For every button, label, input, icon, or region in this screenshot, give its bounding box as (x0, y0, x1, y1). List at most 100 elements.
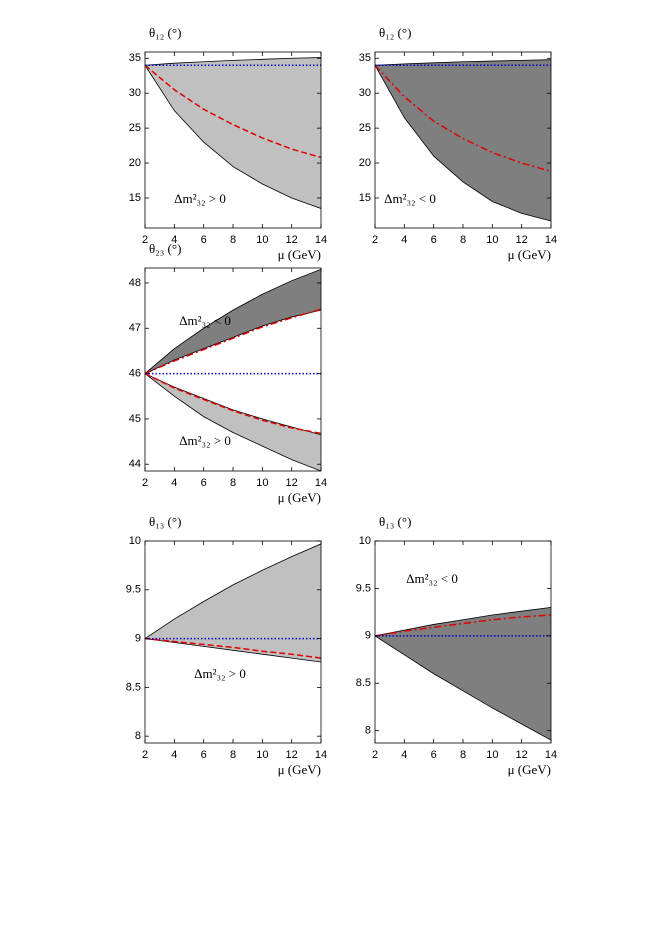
plot (375, 606, 551, 741)
x-tick-label: 14 (315, 234, 327, 246)
y-tick-label: 46 (129, 367, 141, 379)
x-tick-label: 2 (372, 234, 378, 246)
x-tick-label: 6 (201, 749, 207, 761)
annotation: Δm²₃₂ > 0 (194, 666, 246, 681)
y-tick-label: 8 (135, 730, 141, 742)
annotation: Δm²₃₂ < 0 (406, 571, 458, 586)
x-tick-label: 8 (460, 234, 466, 246)
x-tick-label: 2 (142, 477, 148, 489)
y-tick-label: 30 (129, 87, 141, 99)
x-tick-label: 6 (431, 749, 437, 761)
band-area (375, 607, 551, 741)
chart: 2 4 6 8 10 12 14 8 8.5 9 9.5 10 θ₁₃ (°) μ (GeV) Δm²₃₂ … (356, 514, 557, 777)
y-tick-label: 15 (359, 192, 371, 204)
band-edge (145, 268, 321, 374)
y-tick-label: 9 (365, 630, 371, 642)
y-tick-label: 45 (129, 413, 141, 425)
band-edge (145, 373, 321, 471)
x-tick-label: 10 (256, 477, 268, 489)
band-edge (145, 57, 321, 66)
band-edge (145, 543, 321, 639)
y-tick-label: 25 (359, 122, 371, 134)
y-tick-label: 47 (129, 322, 141, 334)
y-axis-label: θ₁₂ (°) (379, 25, 411, 40)
x-tick-label: 4 (171, 477, 177, 489)
y-axis-label: θ₁₂ (°) (149, 25, 181, 40)
x-tick-label: 2 (142, 749, 148, 761)
annotation: Δm²₃₂ < 0 (179, 313, 231, 328)
y-tick-label: 8.5 (356, 677, 371, 689)
x-tick-label: 10 (486, 234, 498, 246)
annotation: Δm²₃₂ > 0 (174, 191, 226, 206)
band-edge (145, 373, 321, 436)
curve (145, 308, 321, 375)
plot (145, 543, 321, 663)
chart: 2 4 6 8 10 12 14 8 8.5 9 9.5 10 θ₁₃ (°) μ (GeV) Δm²₃₂ … (126, 514, 327, 777)
x-tick-label: 12 (286, 477, 298, 489)
y-tick-label: 30 (359, 87, 371, 99)
plot (145, 268, 321, 471)
x-tick-label: 8 (460, 749, 466, 761)
chart: 2 4 6 8 10 12 14 15 20 25 30 35 θ₁₂ (°) μ (GeV) Δm²₃₂ … (359, 25, 557, 262)
x-tick-label: 8 (230, 234, 236, 246)
x-tick-label: 8 (230, 749, 236, 761)
curve (145, 372, 321, 435)
x-tick-label: 4 (401, 234, 407, 246)
y-tick-label: 20 (129, 157, 141, 169)
y-tick-label: 10 (359, 535, 371, 547)
y-tick-label: 15 (129, 192, 141, 204)
band-area (145, 543, 321, 663)
y-tick-label: 8 (365, 725, 371, 737)
band-area (145, 373, 321, 471)
band-edge (145, 638, 321, 663)
x-tick-label: 14 (545, 234, 557, 246)
band-area (375, 59, 551, 222)
y-tick-label: 44 (129, 458, 141, 470)
x-tick-label: 14 (315, 477, 327, 489)
x-tick-label: 8 (230, 477, 236, 489)
x-tick-label: 12 (286, 234, 298, 246)
y-tick-label: 10 (129, 535, 141, 547)
y-tick-label: 9.5 (356, 582, 371, 594)
x-tick-label: 10 (256, 234, 268, 246)
y-tick-label: 9.5 (126, 584, 141, 596)
x-tick-label: 4 (171, 234, 177, 246)
x-tick-label: 4 (171, 749, 177, 761)
y-axis-label: θ₁₃ (°) (149, 514, 181, 529)
x-axis-label: μ (GeV) (278, 490, 321, 505)
x-tick-label: 4 (401, 749, 407, 761)
x-tick-label: 12 (516, 749, 528, 761)
band-edge (375, 635, 551, 741)
y-tick-label: 20 (359, 157, 371, 169)
band-edge (375, 606, 551, 637)
x-tick-label: 10 (256, 749, 268, 761)
x-tick-label: 12 (516, 234, 528, 246)
x-tick-label: 6 (431, 234, 437, 246)
x-axis-label: μ (GeV) (508, 762, 551, 777)
x-axis-label: μ (GeV) (278, 762, 321, 777)
x-axis-label: μ (GeV) (508, 247, 551, 262)
x-tick-label: 10 (486, 749, 498, 761)
annotation: Δm²₃₂ < 0 (384, 191, 436, 206)
y-tick-label: 9 (135, 632, 141, 644)
y-tick-label: 25 (129, 122, 141, 134)
x-tick-label: 6 (201, 477, 207, 489)
x-tick-label: 2 (142, 234, 148, 246)
chart: 2 4 6 8 10 12 14 15 20 25 30 35 θ₁₂ (°) μ (GeV) Δm²₃₂ … (129, 25, 327, 262)
x-tick-label: 14 (315, 749, 327, 761)
curve (375, 64, 551, 173)
band-edge (145, 309, 321, 374)
x-tick-label: 14 (545, 749, 557, 761)
band-edge (375, 65, 551, 222)
band-area (145, 269, 321, 374)
curve (145, 637, 321, 659)
y-tick-label: 35 (129, 52, 141, 64)
band-edge (145, 65, 321, 209)
y-tick-label: 48 (129, 277, 141, 289)
y-axis-label: θ₂₃ (°) (149, 241, 181, 256)
y-tick-label: 8.5 (126, 681, 141, 693)
annotation: Δm²₃₂ > 0 (179, 433, 231, 448)
plot (375, 59, 551, 222)
